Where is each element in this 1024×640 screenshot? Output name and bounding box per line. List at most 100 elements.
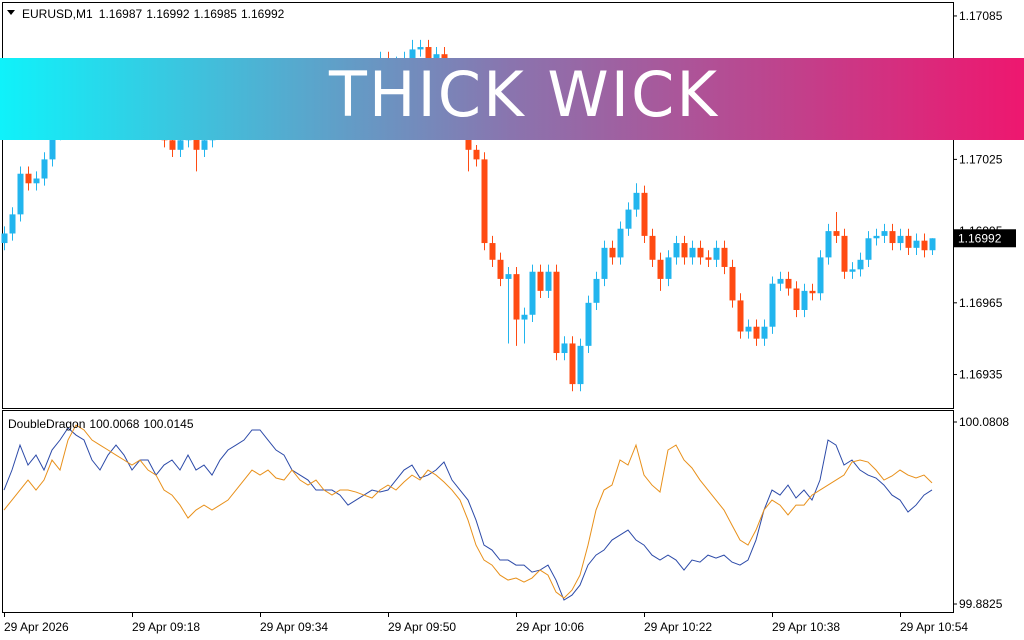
x-tick-label: 29 Apr 2026 (4, 620, 69, 634)
candle-body (49, 133, 56, 160)
candle-body (841, 235, 848, 272)
x-tick-label: 29 Apr 10:22 (644, 620, 712, 634)
x-tick-label: 29 Apr 10:38 (772, 620, 840, 634)
candle-body (865, 238, 872, 260)
candle-body (809, 290, 816, 294)
candle-body (641, 192, 648, 236)
candle-body (553, 271, 560, 354)
candle-body (425, 47, 432, 59)
candle-body (201, 140, 208, 150)
candle-body (697, 247, 704, 258)
x-tick-label: 29 Apr 10:54 (900, 620, 968, 634)
candle-body (633, 192, 640, 210)
candle-body (897, 235, 904, 244)
x-tick-label: 29 Apr 09:50 (388, 620, 456, 634)
candle-body (25, 173, 32, 184)
current-price-box (954, 229, 1016, 248)
candle-body (801, 290, 808, 310)
indicator-line (3, 427, 933, 601)
candle-body (1, 233, 8, 244)
candle-body (761, 326, 768, 339)
header-close: 1.16992 (241, 7, 285, 21)
candle-body (905, 235, 912, 248)
candle-body (849, 269, 856, 272)
y-tick-label: 99.8825 (959, 597, 1003, 611)
candle-body (673, 243, 680, 258)
candle-body (489, 243, 496, 260)
candle-body (777, 278, 784, 284)
candle-body (833, 231, 840, 236)
candle-body (665, 257, 672, 279)
candle-body (561, 343, 568, 354)
x-tick-label: 29 Apr 09:34 (260, 620, 328, 634)
indicator-line (3, 424, 933, 599)
candle-body (609, 247, 616, 258)
candle-body (537, 271, 544, 291)
candle-body (497, 259, 504, 279)
price-panel-frame (2, 2, 954, 409)
candle-body (625, 209, 632, 229)
candle-body (753, 326, 760, 339)
candle-body (9, 214, 16, 234)
candle-body (929, 238, 936, 251)
candle-body (713, 247, 720, 260)
overlay: 1.16992 (954, 229, 1016, 248)
candle-body (169, 140, 176, 150)
candle-body (617, 228, 624, 258)
candle-body (17, 173, 24, 215)
y-tick-label: 1.17085 (959, 9, 1003, 23)
indicator-title: DoubleDragon (8, 417, 85, 431)
candle-body (873, 235, 880, 239)
candle-body (513, 274, 520, 320)
candle-body (417, 47, 424, 50)
y-tick-label: 1.16965 (959, 296, 1003, 310)
candle-body (649, 235, 656, 260)
indicator-header: DoubleDragon 100.0068 100.0145 (8, 417, 194, 431)
candle-body (41, 159, 48, 179)
header-open: 1.16987 (99, 7, 143, 21)
candle-body (737, 300, 744, 332)
y-tick-label: 100.0808 (959, 415, 1009, 429)
candle-body (769, 283, 776, 327)
candle-body (409, 49, 416, 59)
candle-body (505, 274, 512, 279)
candle-body (825, 231, 832, 258)
candle-body (793, 288, 800, 310)
header-low: 1.16985 (194, 7, 238, 21)
candle-body (889, 231, 896, 244)
candle-body (857, 259, 864, 270)
current-price-label: 1.16992 (958, 231, 1002, 245)
candle-body (881, 231, 888, 236)
candle-body (177, 140, 184, 150)
candle-body (921, 240, 928, 251)
candle-body (729, 266, 736, 301)
candle-body (705, 257, 712, 260)
symbol: EURUSD,M1 (22, 7, 93, 21)
candle-body (721, 247, 728, 267)
menu-triangle (7, 10, 15, 15)
x-tick-label: 29 Apr 09:18 (132, 620, 200, 634)
candle-body (601, 247, 608, 279)
candle-body (193, 133, 200, 150)
candle-body (681, 243, 688, 258)
candle-body (657, 259, 664, 279)
indicator-panel-frame (2, 410, 954, 613)
candle-body (545, 271, 552, 291)
x-tick-label: 29 Apr 10:06 (516, 620, 584, 634)
candle-body (745, 326, 752, 332)
banner-text: THICK WICK (328, 58, 719, 131)
candle-body (593, 278, 600, 303)
candle-body (33, 178, 40, 184)
candle-body (785, 278, 792, 289)
candle-body (473, 149, 480, 160)
candle-body (817, 257, 824, 294)
candle-body (585, 302, 592, 346)
y-tick-label: 1.17025 (959, 152, 1003, 166)
y-tick-label: 1.16935 (959, 368, 1003, 382)
candle-body (689, 247, 696, 258)
price-header: EURUSD,M1 1.16987 1.16992 1.16985 1.16992 (22, 7, 285, 21)
candle-body (577, 345, 584, 385)
candle-body (481, 159, 488, 244)
